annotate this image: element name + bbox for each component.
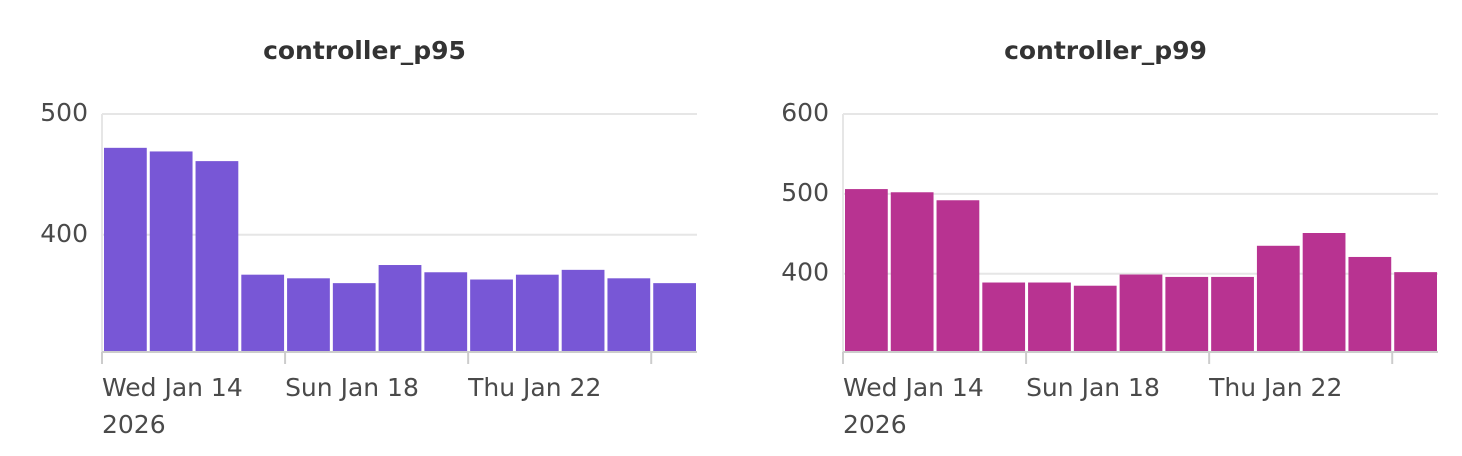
bar (195, 161, 239, 352)
bar (607, 278, 651, 352)
bar (653, 283, 696, 352)
y-tick-label: 600 (781, 98, 829, 127)
bar (104, 147, 147, 352)
bar (1302, 233, 1346, 352)
bar (332, 283, 376, 352)
bar (515, 274, 559, 352)
x-tick-label: Thu Jan 22 (1208, 373, 1342, 402)
y-tick-label: 400 (40, 219, 88, 248)
bar (378, 265, 422, 352)
bar (1073, 285, 1117, 352)
bar (287, 278, 330, 352)
bar (241, 274, 285, 352)
bar (890, 192, 934, 352)
bar (1119, 274, 1163, 352)
x-tick-label: Sun Jan 18 (1026, 373, 1160, 402)
bar (1394, 272, 1437, 352)
bar (982, 282, 1026, 352)
bar (424, 272, 468, 352)
bar (1028, 282, 1071, 352)
x-tick-label: Wed Jan 14 (102, 373, 243, 402)
bar (149, 151, 193, 352)
bar (561, 269, 605, 352)
bar (1348, 256, 1392, 352)
chart-title: controller_p99 (1004, 36, 1207, 65)
bar (845, 189, 888, 352)
x-tick-sublabel: 2026 (102, 410, 166, 439)
bar (1211, 276, 1254, 352)
x-tick-label: Wed Jan 14 (843, 373, 984, 402)
bar (1165, 276, 1209, 352)
chart-title: controller_p95 (263, 36, 466, 65)
bar (936, 200, 980, 352)
bar (470, 279, 513, 352)
y-tick-label: 400 (781, 258, 829, 287)
y-tick-label: 500 (40, 98, 88, 127)
y-tick-label: 500 (781, 178, 829, 207)
x-tick-label: Thu Jan 22 (467, 373, 601, 402)
bar (1256, 245, 1300, 352)
x-tick-sublabel: 2026 (843, 410, 907, 439)
x-tick-label: Sun Jan 18 (285, 373, 419, 402)
